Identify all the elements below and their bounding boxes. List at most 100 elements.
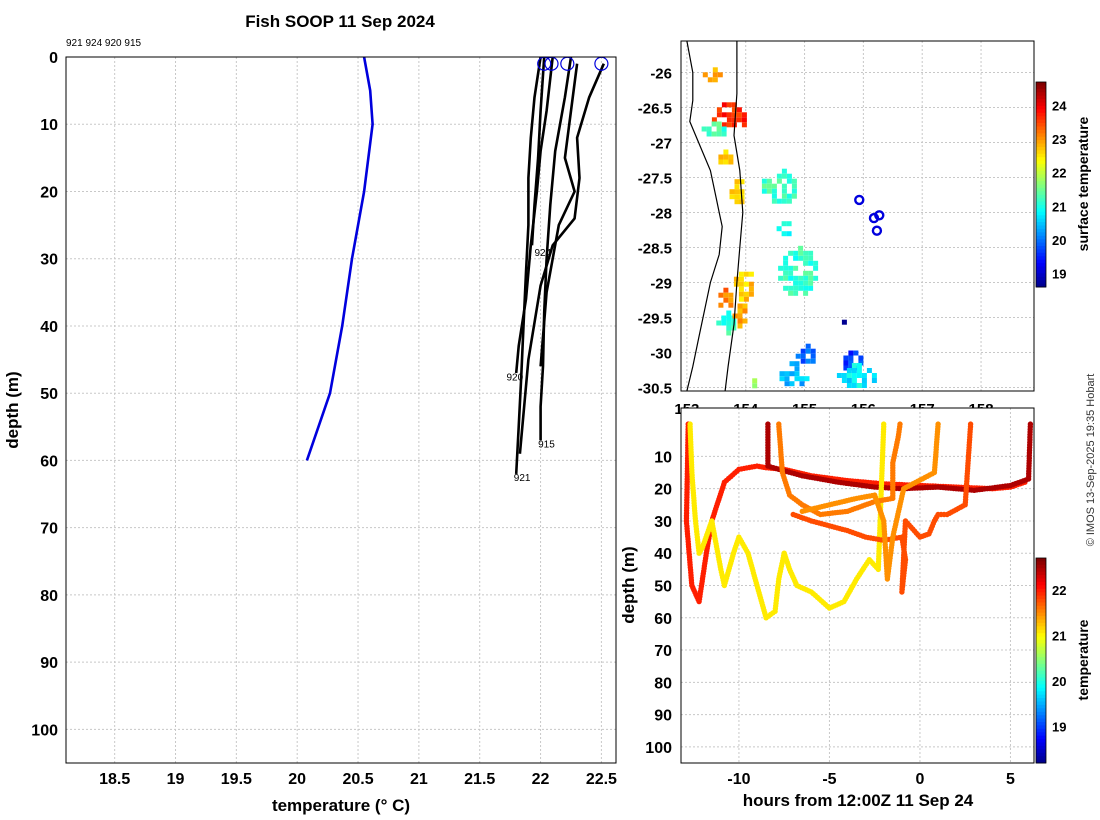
colorbar-frame	[1035, 81, 1047, 288]
sst-pixel	[761, 178, 767, 184]
track-x-tick-label: -5	[822, 771, 836, 788]
sst-pixel	[738, 281, 744, 287]
sst-pixel	[781, 198, 787, 204]
sst-pixel	[843, 355, 849, 361]
sst-pixel	[779, 376, 785, 382]
profile-y-tick-label: 20	[40, 184, 58, 201]
sst-pixel	[716, 112, 722, 118]
sst-pixel	[803, 275, 809, 281]
sst-pixel	[813, 265, 819, 271]
colorbar-segment	[1036, 643, 1046, 648]
colorbar-segment	[1036, 575, 1046, 579]
sst-pixel	[776, 178, 782, 184]
sst-pixel	[723, 159, 729, 165]
colorbar-segment	[1036, 232, 1046, 237]
profile-panel: 18.5 19 19.5 20 20.5 21 21.5 22 22.5 0 10 20 30 40 50 6…	[3, 38, 617, 815]
colorbar-segment	[1036, 657, 1046, 661]
sst-pixel	[861, 378, 867, 383]
colorbar-segment	[1036, 153, 1046, 158]
sst-pixel	[783, 275, 789, 281]
sst-pixel	[737, 323, 743, 329]
sst-pixel	[737, 308, 743, 314]
profile-id-label: 920	[506, 372, 523, 383]
colorbar-segment	[1036, 170, 1046, 175]
track-colorbar-label: temperature	[1075, 619, 1091, 700]
colorbar-segment	[1036, 198, 1046, 203]
colorbar-segment	[1036, 92, 1046, 97]
sst-pixel	[786, 221, 792, 227]
colorbar-segment	[1036, 239, 1046, 244]
sst-pixel	[808, 260, 814, 266]
sst-pixel	[733, 276, 739, 282]
sst-pixel	[743, 296, 749, 302]
sst-pixel	[742, 318, 748, 324]
colorbar-segment	[1036, 650, 1046, 655]
track-y-tick-label: 30	[654, 514, 672, 531]
colorbar-segment	[1036, 129, 1046, 134]
colorbar-segment	[1036, 568, 1046, 573]
track-y-tick-label: 70	[654, 643, 672, 660]
profile-y-tick-label: 60	[40, 453, 58, 470]
sst-pixel	[798, 275, 804, 281]
track-dot	[897, 421, 903, 427]
map-sst-patches	[701, 67, 877, 389]
colorbar-segment	[1036, 701, 1046, 706]
profile-y-tick-label: 0	[49, 50, 58, 67]
sst-pixel	[798, 285, 804, 291]
profile-line	[539, 56, 573, 441]
sst-pixel	[752, 378, 758, 384]
profile-x-tick-label: 20.5	[342, 771, 373, 788]
sst-pixel	[786, 198, 792, 204]
track-plot-frame	[680, 407, 1035, 764]
profile-x-axis-label: temperature (° C)	[272, 796, 410, 815]
sst-pixel	[784, 381, 790, 387]
colorbar-segment	[1036, 157, 1046, 162]
map-y-tick-label: -30.5	[638, 381, 672, 398]
colorbar-segment	[1036, 588, 1046, 593]
sst-pixel	[858, 355, 864, 361]
sst-pixel	[721, 122, 727, 128]
sst-pixel	[728, 159, 734, 165]
colorbar-segment	[1036, 205, 1046, 209]
sst-pixel	[743, 281, 749, 287]
sst-pixel	[846, 373, 852, 378]
track-y-tick-label: 10	[654, 449, 672, 466]
colorbar-segment	[1036, 629, 1046, 634]
sst-pixel	[793, 250, 799, 256]
sst-pixel	[788, 290, 794, 296]
colorbar-segment	[1036, 704, 1046, 709]
sst-pixel	[793, 285, 799, 291]
track-tick-labels: -10 -5 0 5 10 20 30 40 50 60 70 80 90 100	[645, 449, 1015, 788]
sst-pixel	[791, 193, 797, 199]
track-y-tick-label: 60	[654, 611, 672, 628]
colorbar-segment	[1036, 228, 1046, 233]
sst-pixel	[851, 373, 857, 378]
sst-pixel	[803, 255, 809, 261]
colorbar-segment	[1036, 619, 1046, 624]
sst-pixel	[804, 376, 810, 382]
sst-pixel	[793, 280, 799, 286]
profile-x-tick-label: 20	[288, 771, 306, 788]
sst-pixel	[798, 280, 804, 286]
sst-pixel	[800, 358, 806, 364]
sst-pixel	[836, 373, 842, 378]
profile-x-tick-label: 19	[167, 771, 185, 788]
sst-pixel	[856, 368, 862, 373]
sst-pixel	[723, 297, 729, 303]
sst-pixel	[786, 173, 792, 179]
map-y-tick-label: -30	[650, 346, 672, 363]
sst-pixel	[741, 117, 747, 123]
colorbar-segment	[1036, 663, 1046, 668]
station-marker	[854, 194, 865, 206]
sst-pixel	[731, 117, 737, 123]
sst-pixel	[721, 320, 727, 326]
colorbar-segment	[1036, 95, 1046, 100]
profile-y-tick-label: 30	[40, 252, 58, 269]
colorbar-segment	[1036, 756, 1046, 761]
colorbar-segment	[1036, 112, 1046, 117]
colorbar-segment	[1036, 276, 1046, 281]
profile-x-tick-label: 21	[410, 771, 428, 788]
station-marker	[874, 210, 885, 221]
sst-pixel	[731, 112, 737, 118]
sst-pixel	[737, 318, 743, 324]
